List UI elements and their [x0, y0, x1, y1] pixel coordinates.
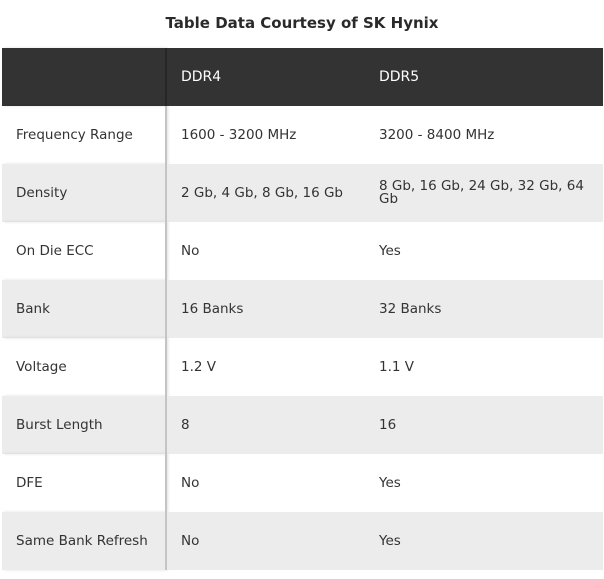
table-row: Same Bank Refresh No Yes [2, 512, 603, 570]
row-label: Density [2, 164, 167, 222]
row-label: Voltage [2, 338, 167, 396]
ddr4-value: No [181, 242, 200, 259]
table-row: Burst Length 8 16 [2, 396, 603, 454]
table-row: DFE No Yes [2, 454, 603, 512]
ddr5-value: 32 Banks [365, 280, 603, 338]
row-label: Burst Length [2, 396, 167, 454]
column-header-feature [2, 48, 167, 106]
ddr5-value: 3200 - 8400 MHz [379, 126, 495, 143]
ddr4-value: 1600 - 3200 MHz [181, 126, 297, 143]
row-label: Same Bank Refresh [2, 512, 167, 570]
row-label: Bank [2, 280, 167, 338]
ddr5-value: 8 Gb, 16 Gb, 24 Gb, 32 Gb, 64 Gb [365, 164, 603, 222]
column-header-ddr4: DDR4 [166, 48, 365, 106]
ddr4-value: 8 [166, 396, 365, 454]
comparison-table: DDR4 DDR5 Frequency Range 1600 - 3200 MHz… [2, 48, 604, 570]
table-header-row: DDR4 DDR5 [2, 48, 603, 106]
ddr5-value: 1.1 V [379, 358, 414, 375]
table-row: Density 2 Gb, 4 Gb, 8 Gb, 16 Gb 8 Gb, 16 G… [2, 164, 603, 222]
table-row: Bank 16 Banks 32 Banks [2, 280, 603, 338]
table-row: Frequency Range 1600 - 3200 MHz 3200 - 840… [2, 106, 603, 164]
ddr5-value: Yes [365, 512, 603, 570]
ddr5-value: 16 [365, 396, 603, 454]
ddr4-value: No [181, 474, 200, 491]
table-row: On Die ECC No Yes [2, 222, 603, 280]
column-header-ddr5: DDR5 [365, 48, 603, 106]
row-label: DFE [2, 454, 167, 512]
ddr4-value: 1.2 V [181, 358, 216, 375]
ddr4-value: 16 Banks [166, 280, 365, 338]
ddr5-value: Yes [379, 242, 401, 259]
row-label: Frequency Range [2, 106, 167, 164]
table-title: Table Data Courtesy of SK Hynix [165, 14, 439, 32]
ddr5-value: Yes [379, 474, 401, 491]
row-label: On Die ECC [2, 222, 167, 280]
table-row: Voltage 1.2 V 1.1 V [2, 338, 603, 396]
ddr4-value: No [166, 512, 365, 570]
ddr4-value: 2 Gb, 4 Gb, 8 Gb, 16 Gb [166, 164, 365, 222]
